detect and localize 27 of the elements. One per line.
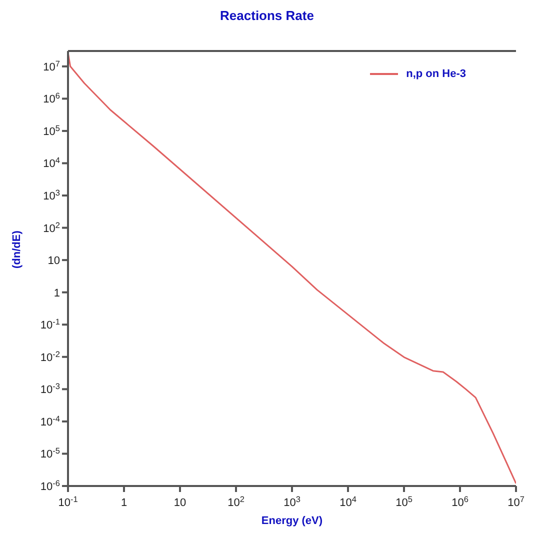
x-tick-label: 10$^{-1}$ — [58, 494, 78, 509]
x-tick-label: 10 — [174, 497, 186, 509]
x-tick-label: 10$^{4}$ — [340, 494, 357, 509]
y-axis-title: (dn/dE) — [10, 230, 23, 268]
y-tick-label: 10$^{-4}$ — [40, 414, 60, 428]
x-tick-label: 1 — [120, 497, 128, 509]
y-tick-label: 10$^{2}$ — [43, 220, 60, 235]
y-tick-label: 10$^{-5}$ — [40, 446, 60, 461]
chart-title: Reactions Rate — [219, 8, 315, 25]
y-tick-label: 10$^{-1}$ — [40, 317, 60, 332]
y-tick-label: 10$^{6}$ — [43, 91, 60, 106]
y-tick-label: 10$^{4}$ — [43, 156, 60, 170]
y-tick-label: 10$^{-2}$ — [40, 349, 60, 364]
y-tick-label: 10$^{-3}$ — [40, 382, 60, 396]
x-tick-label: 10$^{2}$ — [228, 494, 245, 509]
x-tick-label: 10$^{6}$ — [452, 494, 469, 509]
y-tick-label: 10$^{5}$ — [43, 123, 60, 138]
x-tick-label: 10$^{3}$ — [284, 494, 301, 509]
y-tick-label: 10$^{-6}$ — [40, 478, 60, 493]
y-tick-label: 10$^{3}$ — [43, 188, 60, 203]
legend-label: n,p on He-3 — [406, 68, 466, 80]
y-tick-label: 1 — [54, 287, 60, 300]
x-tick-label: 10$^{5}$ — [396, 494, 413, 509]
x-tick-label: 10$^{7}$ — [508, 494, 525, 509]
y-tick-label: 10$^{7}$ — [43, 58, 60, 74]
x-axis-title: Energy (eV) — [261, 515, 323, 527]
y-tick-label: 10 — [48, 255, 60, 268]
